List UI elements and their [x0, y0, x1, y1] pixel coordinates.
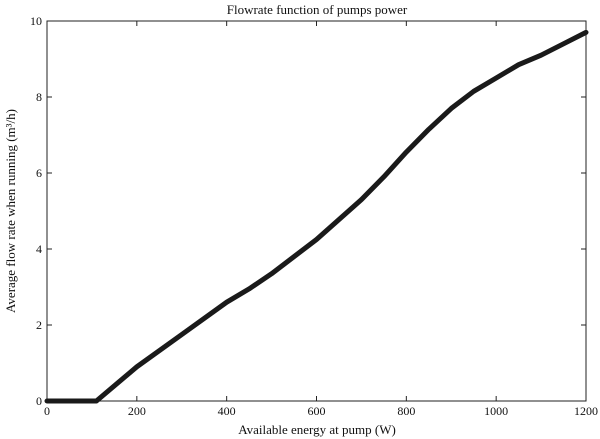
x-tick-label: 1200 — [574, 404, 598, 418]
x-tick-label: 800 — [397, 404, 415, 418]
x-tick-label: 600 — [308, 404, 326, 418]
y-tick-label: 8 — [36, 90, 42, 104]
x-axis-label: Available energy at pump (W) — [238, 422, 396, 437]
series-line — [44, 29, 589, 404]
x-tick-label: 0 — [44, 404, 50, 418]
y-tick-label: 6 — [36, 166, 42, 180]
y-tick-label: 10 — [30, 14, 42, 28]
x-tick-label: 1000 — [484, 404, 508, 418]
plot-frame — [46, 20, 587, 402]
chart-title: Flowrate function of pumps power — [227, 2, 408, 17]
x-tick-label: 200 — [128, 404, 146, 418]
x-axis: 0 200 400 600 800 1000 1200 — [44, 21, 598, 418]
y-axis-label: Average flow rate when running (m³/h) — [3, 109, 18, 313]
y-axis: 0 2 4 6 8 10 — [30, 14, 586, 408]
y-tick-label: 0 — [36, 394, 42, 408]
y-tick-label: 2 — [36, 318, 42, 332]
y-tick-label: 4 — [36, 242, 42, 256]
series-group — [44, 29, 589, 404]
x-tick-label: 400 — [218, 404, 236, 418]
